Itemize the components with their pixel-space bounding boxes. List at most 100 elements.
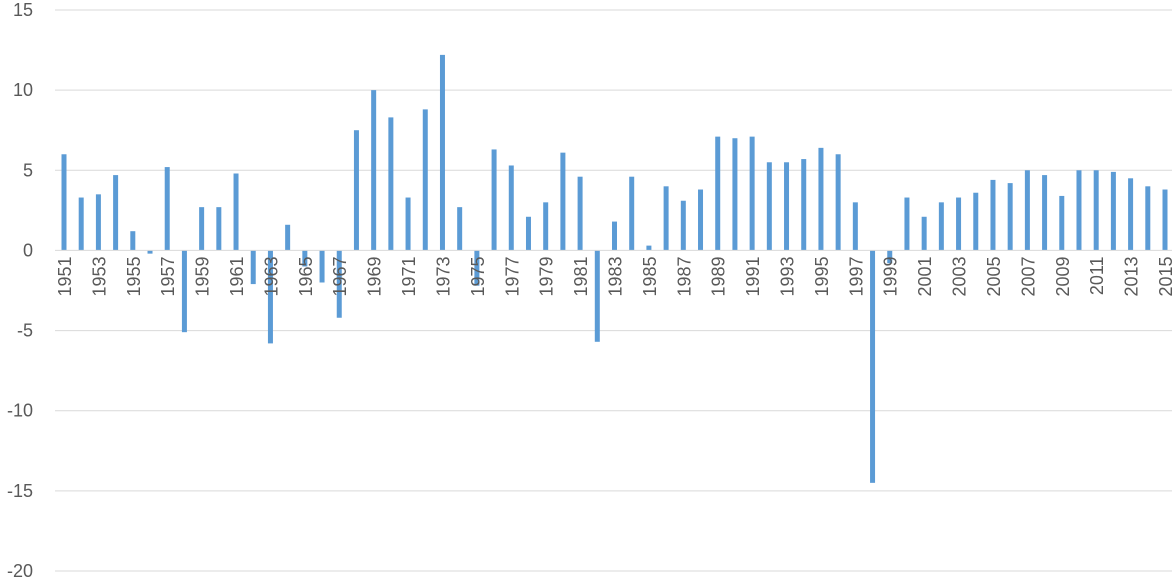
- bar-1993: [784, 162, 790, 251]
- x-tick-label: 1991: [743, 256, 763, 296]
- bar-1967: [336, 250, 342, 318]
- bar-2013: [1128, 178, 1134, 251]
- x-tick-label: 2015: [1156, 256, 1175, 296]
- x-tick-label: 1975: [468, 256, 488, 296]
- bar-1999: [887, 250, 893, 264]
- bar-1972: [422, 109, 428, 251]
- x-tick-label: 1997: [846, 256, 866, 296]
- x-tick-label: 1957: [158, 256, 178, 296]
- bar-1954: [113, 175, 119, 251]
- bar-2000: [904, 197, 910, 251]
- bar-2001: [921, 216, 927, 251]
- bar-1961: [233, 173, 239, 251]
- x-tick-label: 1989: [709, 256, 729, 296]
- y-tick-label: -5: [17, 321, 33, 341]
- bar-1966: [319, 250, 325, 283]
- bar-1998: [870, 250, 876, 483]
- bar-2006: [1007, 183, 1013, 251]
- bar-1959: [199, 207, 205, 251]
- bar-2008: [1042, 175, 1048, 251]
- y-tick-label: 10: [13, 80, 33, 100]
- x-tick-label: 1973: [433, 256, 453, 296]
- y-tick-label: 5: [23, 160, 33, 180]
- bar-1985: [646, 245, 652, 251]
- bar-1963: [267, 250, 273, 344]
- bar-1986: [663, 186, 669, 251]
- x-tick-label: 1967: [330, 256, 350, 296]
- x-tick-label: 1965: [296, 256, 316, 296]
- x-tick-label: 1983: [606, 256, 626, 296]
- bar-1983: [612, 221, 617, 251]
- bar-2011: [1093, 170, 1099, 251]
- x-tick-label: 1963: [261, 256, 281, 296]
- x-tick-label: 2007: [1018, 256, 1038, 296]
- bar-1997: [852, 202, 858, 251]
- bar-2007: [1024, 170, 1030, 251]
- bar-1990: [732, 138, 738, 251]
- bars: [61, 54, 1168, 483]
- bar-1973: [439, 54, 445, 251]
- x-tick-label: 2003: [950, 256, 970, 296]
- y-tick-label: 15: [13, 0, 33, 20]
- bar-2009: [1059, 195, 1065, 251]
- x-axis-tick-labels: 1951 1953 1955 1957 1959 1961 1963 1965 1967 1969…: [55, 256, 1175, 296]
- bar-1996: [835, 154, 841, 251]
- y-tick-label: -10: [7, 401, 33, 421]
- x-tick-label: 2005: [984, 256, 1004, 296]
- bar-1991: [749, 136, 755, 251]
- bar-1951: [61, 154, 67, 251]
- bar-2005: [990, 179, 996, 251]
- y-axis-tick-labels: 15 10 5 0 -5 -10 -15 -20: [7, 0, 33, 580]
- bar-1979: [543, 202, 549, 251]
- bar-1965: [302, 250, 308, 267]
- bar-1975: [474, 250, 480, 286]
- x-tick-label: 1985: [640, 256, 660, 296]
- x-tick-label: 1955: [124, 256, 144, 296]
- y-tick-label: 0: [23, 240, 33, 260]
- x-tick-label: 1969: [365, 256, 385, 296]
- bar-1976: [491, 149, 497, 251]
- bar-1971: [405, 197, 411, 251]
- bar-2014: [1145, 186, 1151, 251]
- bar-1953: [95, 194, 101, 251]
- bar-1974: [457, 207, 463, 251]
- gridlines: [55, 9, 1172, 572]
- bar-2010: [1076, 170, 1082, 251]
- bar-1984: [629, 176, 635, 251]
- x-tick-label: 2011: [1087, 256, 1107, 295]
- bar-1992: [766, 162, 772, 251]
- bar-1977: [508, 165, 514, 251]
- bar-1958: [181, 250, 187, 333]
- x-tick-label: 1993: [778, 256, 798, 296]
- x-tick-label: 1979: [537, 256, 557, 296]
- bar-1969: [371, 90, 377, 251]
- y-tick-label: -20: [7, 561, 33, 580]
- x-tick-label: 1971: [399, 256, 419, 296]
- x-tick-label: 1995: [812, 256, 832, 296]
- bar-1964: [285, 224, 291, 251]
- bar-1980: [560, 152, 566, 251]
- x-tick-label: 1961: [227, 256, 247, 296]
- bar-1952: [78, 197, 84, 251]
- bar-1982: [594, 250, 600, 342]
- bar-2012: [1110, 171, 1116, 251]
- bar-1968: [353, 130, 359, 251]
- bar-1956: [147, 250, 153, 254]
- x-tick-label: 1953: [89, 256, 109, 296]
- bar-1989: [715, 136, 721, 251]
- bar-2004: [973, 192, 979, 251]
- bar-1981: [577, 176, 583, 251]
- bar-1962: [250, 250, 256, 285]
- bar-1957: [164, 167, 170, 251]
- bar-2002: [938, 202, 944, 251]
- x-tick-label: 2013: [1122, 256, 1142, 296]
- bar-1960: [216, 207, 222, 251]
- x-tick-label: 1959: [193, 256, 213, 296]
- x-tick-label: 1999: [881, 256, 901, 296]
- x-tick-label: 1977: [502, 256, 522, 296]
- bar-2003: [956, 197, 962, 251]
- bar-1970: [388, 117, 394, 251]
- bar-1995: [818, 147, 824, 251]
- x-tick-label: 2001: [915, 256, 935, 296]
